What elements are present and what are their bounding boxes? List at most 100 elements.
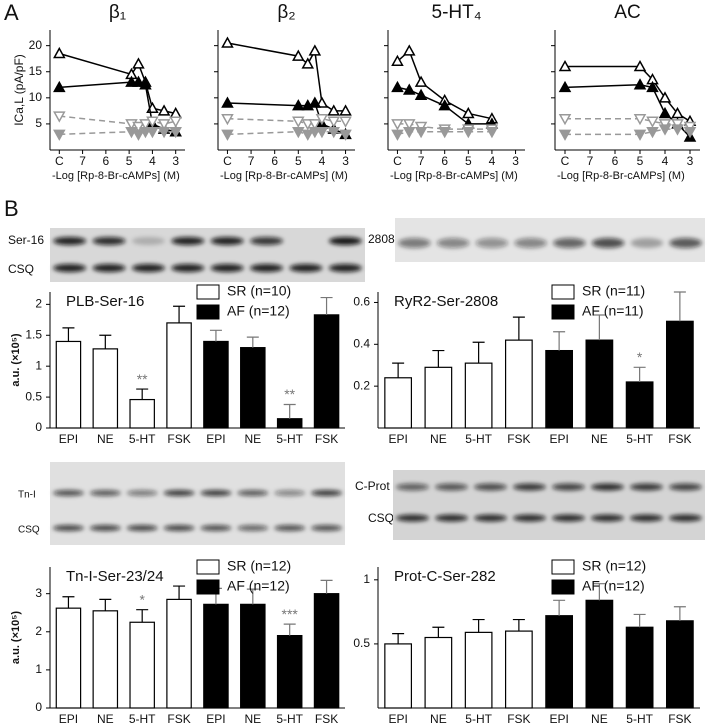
x-tick-label: FSK (507, 712, 530, 724)
bar (585, 339, 614, 429)
band (274, 525, 306, 531)
chart-title: AC (614, 2, 640, 23)
band (630, 238, 664, 248)
error-bar (472, 618, 485, 633)
legend-label: AF (n=12) (582, 578, 645, 594)
band (475, 238, 509, 248)
error-bar (432, 349, 445, 368)
blot-label: Tn-I (18, 490, 36, 501)
band (163, 525, 195, 531)
band (210, 237, 244, 245)
bar (424, 636, 453, 709)
y-tick-label: 0 (35, 420, 42, 434)
data-point (221, 96, 234, 108)
x-tick-label: FSK (668, 712, 691, 724)
data-point (438, 126, 451, 139)
error-bar (432, 626, 445, 638)
band (398, 238, 431, 248)
data-point (414, 75, 428, 87)
band (630, 514, 663, 522)
legend-swatch (551, 304, 575, 320)
band (591, 238, 625, 248)
data-point (169, 116, 182, 128)
bar (665, 620, 694, 709)
data-point (292, 99, 305, 111)
data-point (339, 129, 352, 141)
x-tick-label: 5-HT (129, 432, 156, 446)
blot-bands (396, 483, 702, 522)
data-point (139, 78, 152, 90)
band (436, 238, 470, 248)
band (435, 483, 468, 491)
bar (166, 598, 192, 709)
band (237, 525, 269, 531)
data-point (391, 129, 404, 141)
bar (625, 381, 654, 429)
significance: ** (137, 371, 148, 387)
blot (393, 470, 705, 540)
error-bar (246, 336, 259, 348)
y-tick-label: 0.6 (353, 295, 370, 309)
x-tick-label: EPI (59, 712, 78, 724)
data-point (633, 113, 647, 126)
data-point (53, 111, 66, 123)
y-tick-label: 0.5 (25, 389, 42, 403)
x-tick-label: EPI (388, 712, 407, 724)
x-tick-label: 5 (465, 154, 472, 168)
error-bar (593, 583, 606, 601)
data-point (157, 119, 171, 131)
band (171, 264, 205, 272)
x-tick-label: 5 (295, 154, 302, 168)
series-line (59, 81, 176, 133)
data-point (391, 80, 404, 93)
blot (50, 228, 365, 282)
bar (384, 643, 413, 709)
data-point (558, 129, 572, 141)
chart-title: β₁ (109, 2, 126, 23)
data-point (146, 116, 159, 128)
data-point (339, 104, 352, 116)
band (163, 490, 195, 496)
band (514, 238, 547, 248)
x-tick-label: EPI (549, 712, 568, 724)
error-bar (320, 579, 333, 594)
x-tick-label: 7 (587, 154, 594, 168)
band (669, 238, 702, 248)
data-point (292, 49, 305, 61)
bar (276, 418, 303, 429)
x-axis-label: -Log [Rp-8-Br-cAMPs] (M) (557, 170, 685, 182)
legend-label: SR (n=12) (582, 558, 646, 574)
band (328, 237, 362, 245)
data-point (414, 88, 428, 100)
error-bar (320, 296, 333, 315)
legend-label: SR (n=12) (227, 558, 291, 574)
x-axis-label: -Log [Rp-8-Br-cAMPs] (M) (390, 170, 518, 182)
blot-label: Ser-16 (8, 233, 44, 247)
bar (240, 347, 266, 429)
data-point (683, 126, 697, 139)
blot (50, 462, 345, 545)
x-tick-label: EPI (206, 712, 225, 724)
error-bar (283, 623, 296, 636)
series-line (227, 130, 346, 136)
legend-label: SR (n=10) (227, 283, 291, 299)
band (131, 264, 165, 272)
series-line (565, 128, 691, 136)
data-point (633, 129, 647, 141)
band (328, 264, 362, 272)
x-tick-label: 3 (172, 154, 179, 168)
x-tick-label: NE (244, 432, 261, 446)
band (435, 514, 468, 522)
legend-swatch (551, 284, 575, 300)
panel-label: B (4, 196, 19, 221)
x-tick-label: 3 (512, 154, 519, 168)
data-point (139, 119, 152, 131)
significance: * (637, 349, 643, 365)
band (53, 237, 87, 245)
x-tick-label: FSK (167, 712, 190, 724)
band (513, 483, 546, 491)
x-tick-label: FSK (315, 432, 338, 446)
x-tick-label: 5-HT (626, 432, 653, 446)
error-bar (673, 606, 686, 621)
